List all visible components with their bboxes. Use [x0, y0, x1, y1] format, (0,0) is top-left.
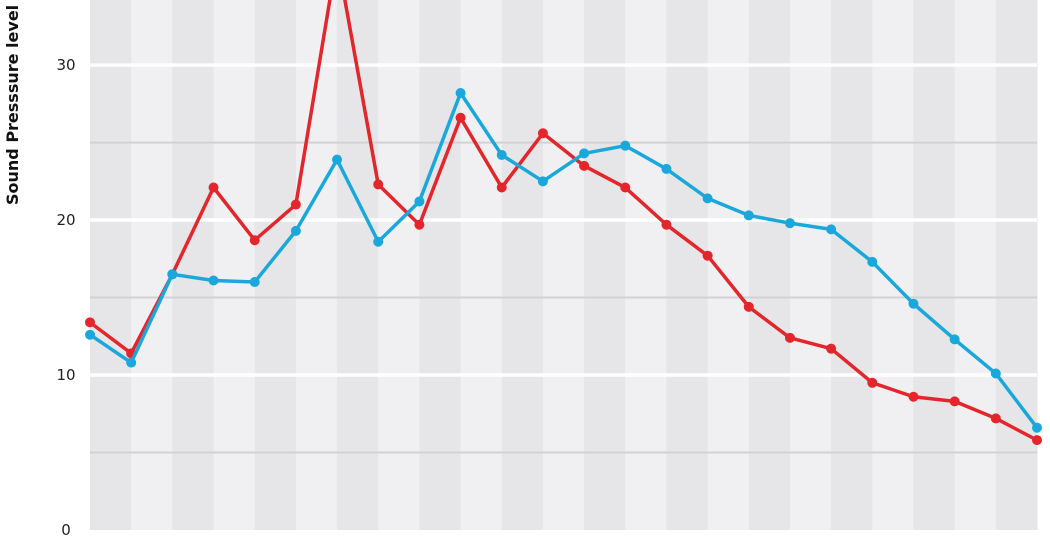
- data-point: [620, 182, 631, 193]
- column-band: [90, 0, 132, 530]
- data-point: [743, 301, 754, 312]
- data-point: [414, 219, 425, 230]
- column-band: [172, 0, 215, 530]
- data-point: [249, 235, 260, 246]
- data-point: [620, 140, 631, 151]
- series-line: [88, 0, 1038, 442]
- data-point: [949, 396, 960, 407]
- data-point: [455, 112, 466, 123]
- y-tick-label: 10: [56, 366, 75, 384]
- data-point: [990, 368, 1001, 379]
- column-band: [213, 0, 256, 530]
- data-point: [867, 256, 878, 267]
- column-band: [913, 0, 956, 530]
- data-point: [126, 357, 137, 368]
- data-point: [373, 179, 384, 190]
- y-axis-ticks: 0 10 20 30: [56, 56, 75, 538]
- column-band: [584, 0, 626, 530]
- column-band: [337, 0, 379, 530]
- y-tick-label: 30: [56, 56, 75, 74]
- data-point: [1032, 422, 1042, 433]
- data-point: [455, 87, 466, 98]
- data-point: [579, 160, 590, 171]
- column-band: [625, 0, 667, 530]
- column-band: [378, 0, 420, 530]
- column-band: [254, 0, 297, 530]
- data-point: [208, 275, 219, 286]
- data-point: [826, 224, 837, 235]
- data-point: [85, 329, 95, 340]
- data-point: [784, 218, 795, 229]
- series-layer: [85, 0, 1042, 446]
- data-point: [867, 377, 878, 388]
- data-point: [1032, 435, 1042, 446]
- data-point: [496, 182, 507, 193]
- series-line: [89, 91, 1039, 429]
- column-bands: [90, 0, 1038, 530]
- data-point: [537, 128, 548, 139]
- data-point: [249, 277, 260, 288]
- y-tick-label: 0: [61, 521, 71, 538]
- column-band: [954, 0, 997, 530]
- data-point: [167, 269, 178, 280]
- y-axis-label: Sound Presssure level: [3, 5, 22, 205]
- data-point: [826, 343, 837, 354]
- column-band: [872, 0, 914, 530]
- series-2: [85, 87, 1042, 433]
- data-point: [908, 298, 919, 309]
- data-point: [208, 182, 219, 193]
- data-point: [332, 154, 343, 165]
- data-point: [661, 219, 672, 230]
- data-point: [414, 196, 425, 207]
- data-point: [949, 334, 960, 345]
- data-point: [290, 199, 301, 210]
- data-point: [784, 332, 795, 343]
- column-band: [789, 0, 832, 530]
- column-band: [666, 0, 709, 530]
- column-band: [501, 0, 544, 530]
- y-tick-label: 20: [56, 211, 75, 229]
- column-band: [542, 0, 585, 530]
- column-band: [460, 0, 503, 530]
- data-point: [743, 210, 754, 221]
- column-band: [995, 0, 1038, 530]
- data-point: [85, 317, 95, 328]
- data-point: [661, 163, 672, 174]
- data-point: [990, 413, 1001, 424]
- column-band: [419, 0, 462, 530]
- data-point: [702, 193, 713, 204]
- data-point: [702, 250, 713, 261]
- data-point: [908, 391, 919, 402]
- data-point: [537, 176, 548, 187]
- column-band: [131, 0, 173, 530]
- data-point: [496, 149, 507, 160]
- column-band: [831, 0, 873, 530]
- data-point: [579, 148, 590, 159]
- column-band: [748, 0, 791, 530]
- data-point: [373, 236, 384, 247]
- gridlines: [90, 63, 1037, 454]
- data-point: [290, 225, 301, 236]
